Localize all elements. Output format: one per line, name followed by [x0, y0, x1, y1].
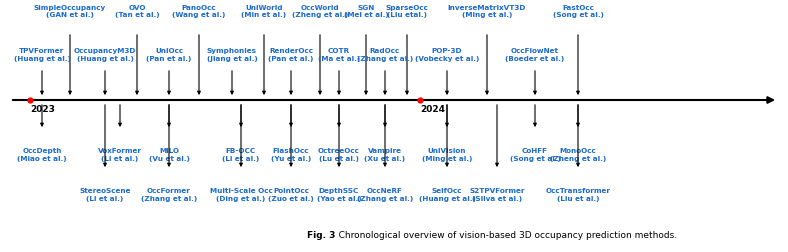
Text: CoHFF
(Song et al.): CoHFF (Song et al.) — [510, 148, 560, 162]
Text: Chronological overview of vision-based 3D occupancy prediction methods.: Chronological overview of vision-based 3… — [330, 231, 678, 240]
Text: OccDepth
(Miao et al.): OccDepth (Miao et al.) — [17, 148, 67, 162]
Text: FB-OCC
(Li et al.): FB-OCC (Li et al.) — [222, 148, 259, 162]
Text: Symphonies
(Jiang et al.): Symphonies (Jiang et al.) — [206, 48, 258, 61]
Text: InverseMatrixVT3D
(Ming et al.): InverseMatrixVT3D (Ming et al.) — [448, 5, 526, 18]
Text: OccFormer
(Zhang et al.): OccFormer (Zhang et al.) — [141, 188, 197, 202]
Text: SimpleOccupancy
(GAN et al.): SimpleOccupancy (GAN et al.) — [34, 5, 106, 18]
Text: StereoScene
(Li et al.): StereoScene (Li et al.) — [80, 188, 131, 202]
Text: 2024: 2024 — [420, 105, 445, 114]
Text: S2TPVFormer
(Silva et al.): S2TPVFormer (Silva et al.) — [469, 188, 525, 202]
Text: SelfOcc
(Huang et al.): SelfOcc (Huang et al.) — [418, 188, 475, 202]
Text: UniOcc
(Pan et al.): UniOcc (Pan et al.) — [147, 48, 191, 61]
Text: OctreeOcc
(Lu et al.): OctreeOcc (Lu et al.) — [318, 148, 360, 162]
Text: OccFlowNet
(Boeder et al.): OccFlowNet (Boeder et al.) — [505, 48, 565, 61]
Text: RenderOcc
(Pan et al.): RenderOcc (Pan et al.) — [268, 48, 314, 61]
Text: VoxFormer
(Li et al.): VoxFormer (Li et al.) — [98, 148, 142, 162]
Text: UniWorld
(Min et al.): UniWorld (Min et al.) — [241, 5, 287, 18]
Text: 2023: 2023 — [30, 105, 55, 114]
Text: OccTransformer
(Liu et al.): OccTransformer (Liu et al.) — [545, 188, 611, 202]
Text: PointOcc
(Zuo et al.): PointOcc (Zuo et al.) — [268, 188, 314, 202]
Text: MiLO
(Vu et al.): MiLO (Vu et al.) — [149, 148, 189, 162]
Text: TPVFormer
(Huang et al.): TPVFormer (Huang et al.) — [13, 48, 70, 61]
Text: SGN
(Mei et al.): SGN (Mei et al.) — [344, 5, 388, 18]
Text: COTR
(Ma et al.): COTR (Ma et al.) — [318, 48, 360, 61]
Text: DepthSSC
(Yao et al.): DepthSSC (Yao et al.) — [317, 188, 362, 202]
Text: FastOcc
(Song et al.): FastOcc (Song et al.) — [552, 5, 604, 18]
Text: OccNeRF
(Zhang et al.): OccNeRF (Zhang et al.) — [357, 188, 413, 202]
Text: OccWorld
(Zheng et al.): OccWorld (Zheng et al.) — [292, 5, 348, 18]
Text: SparseOcc
(Liu etal.): SparseOcc (Liu etal.) — [385, 5, 429, 18]
Text: OccupancyM3D
(Huang et al.): OccupancyM3D (Huang et al.) — [74, 48, 136, 61]
Text: UniVision
(Ming et al.): UniVision (Ming et al.) — [422, 148, 472, 162]
Text: FlashOcc
(Yu et al.): FlashOcc (Yu et al.) — [271, 148, 311, 162]
Text: POP-3D
(Vobecky et al.): POP-3D (Vobecky et al.) — [414, 48, 479, 61]
Text: PanoOcc
(Wang et al.): PanoOcc (Wang et al.) — [173, 5, 225, 18]
Text: OVO
(Tan et al.): OVO (Tan et al.) — [115, 5, 159, 18]
Text: Multi-Scale Occ
(Ding et al.): Multi-Scale Occ (Ding et al.) — [210, 188, 273, 202]
Text: Vampire
(Xu et al.): Vampire (Xu et al.) — [364, 148, 406, 162]
Text: RadOcc
(Zhang et al.): RadOcc (Zhang et al.) — [357, 48, 413, 61]
Text: MonoOcc
(Zheng et al.): MonoOcc (Zheng et al.) — [550, 148, 606, 162]
Text: Fig. 3: Fig. 3 — [307, 231, 336, 240]
